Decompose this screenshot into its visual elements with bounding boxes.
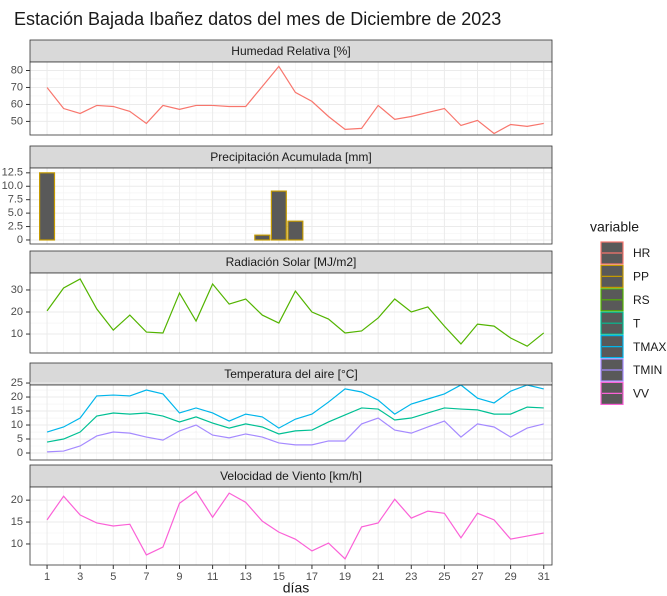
bar: [287, 220, 304, 241]
y-tick-label: 0: [17, 234, 23, 246]
x-tick-label: 7: [143, 571, 149, 583]
y-tick-label: 12.5: [2, 167, 23, 179]
panel-title: Precipitación Acumulada [mm]: [210, 150, 371, 164]
panel-title: Temperatura del aire [°C]: [224, 367, 358, 381]
y-tick-label: 2.5: [8, 220, 23, 232]
legend-label: TMIN: [633, 363, 662, 377]
chart-title: Estación Bajada Ibañez datos del mes de …: [14, 9, 501, 29]
line: [46, 490, 544, 560]
y-tick-label: 60: [11, 98, 23, 110]
y-tick-label: 20: [11, 306, 23, 318]
x-tick-label: 23: [405, 571, 417, 583]
panel-border: [29, 486, 553, 566]
panel-border: [29, 61, 553, 136]
line: [47, 417, 544, 453]
y-tick-label: 70: [11, 81, 23, 93]
y-tick-label: 15: [11, 516, 23, 528]
panel-title: Radiación Solar [MJ/m2]: [226, 255, 357, 269]
y-tick-label: 5: [17, 433, 23, 445]
legend-label: PP: [633, 270, 649, 284]
y-tick-label: 15: [11, 405, 23, 417]
x-tick-label: 11: [207, 571, 218, 583]
y-tick-label: 10: [11, 538, 23, 550]
panel: [30, 273, 552, 353]
y-tick-label: 20: [11, 391, 23, 403]
x-tick-label: 29: [504, 571, 516, 583]
x-tick-label: 9: [176, 571, 182, 583]
y-tick-label: 30: [11, 284, 23, 296]
x-tick-label: 25: [438, 571, 450, 583]
legend-label: TMAX: [633, 340, 666, 354]
x-tick-label: 13: [240, 571, 252, 583]
y-tick-label: 10: [11, 419, 23, 431]
panel-title: Humedad Relativa [%]: [231, 44, 350, 58]
panel: [30, 62, 552, 135]
line: [46, 65, 544, 135]
y-tick-label: 10: [11, 328, 23, 340]
panel: [30, 385, 552, 460]
y-tick-label: 7.5: [8, 194, 23, 206]
panel-border: [29, 384, 553, 461]
panel-title: Velocidad de Viento [km/h]: [220, 469, 362, 483]
x-tick-label: 19: [339, 571, 351, 583]
y-tick-label: 20: [11, 494, 23, 506]
legend-label: VV: [633, 387, 649, 401]
x-tick-label: 27: [471, 571, 483, 583]
legend-title: variable: [590, 219, 639, 235]
legend-label: RS: [633, 293, 650, 307]
x-tick-label: 15: [273, 571, 285, 583]
y-tick-label: 80: [11, 64, 23, 76]
x-tick-label: 3: [77, 571, 83, 583]
bar: [254, 234, 271, 241]
x-axis-label: días: [283, 580, 309, 596]
x-tick-label: 5: [110, 571, 116, 583]
line: [46, 278, 545, 347]
panel-border: [29, 167, 553, 245]
y-tick-label: 25: [11, 377, 23, 389]
y-tick-label: 0: [17, 447, 23, 459]
y-tick-label: 5.0: [8, 207, 23, 219]
line: [46, 406, 544, 443]
bar: [270, 190, 287, 241]
legend-label: HR: [633, 246, 651, 260]
panel: [30, 487, 552, 565]
y-tick-label: 50: [11, 115, 23, 127]
legend-label: T: [633, 316, 641, 330]
x-tick-label: 17: [306, 571, 318, 583]
x-tick-label: 21: [372, 571, 384, 583]
x-tick-label: 1: [44, 571, 50, 583]
panel-border: [29, 272, 553, 354]
y-tick-label: 10.0: [2, 180, 23, 192]
bar: [39, 172, 56, 241]
x-tick-label: 31: [538, 571, 550, 583]
